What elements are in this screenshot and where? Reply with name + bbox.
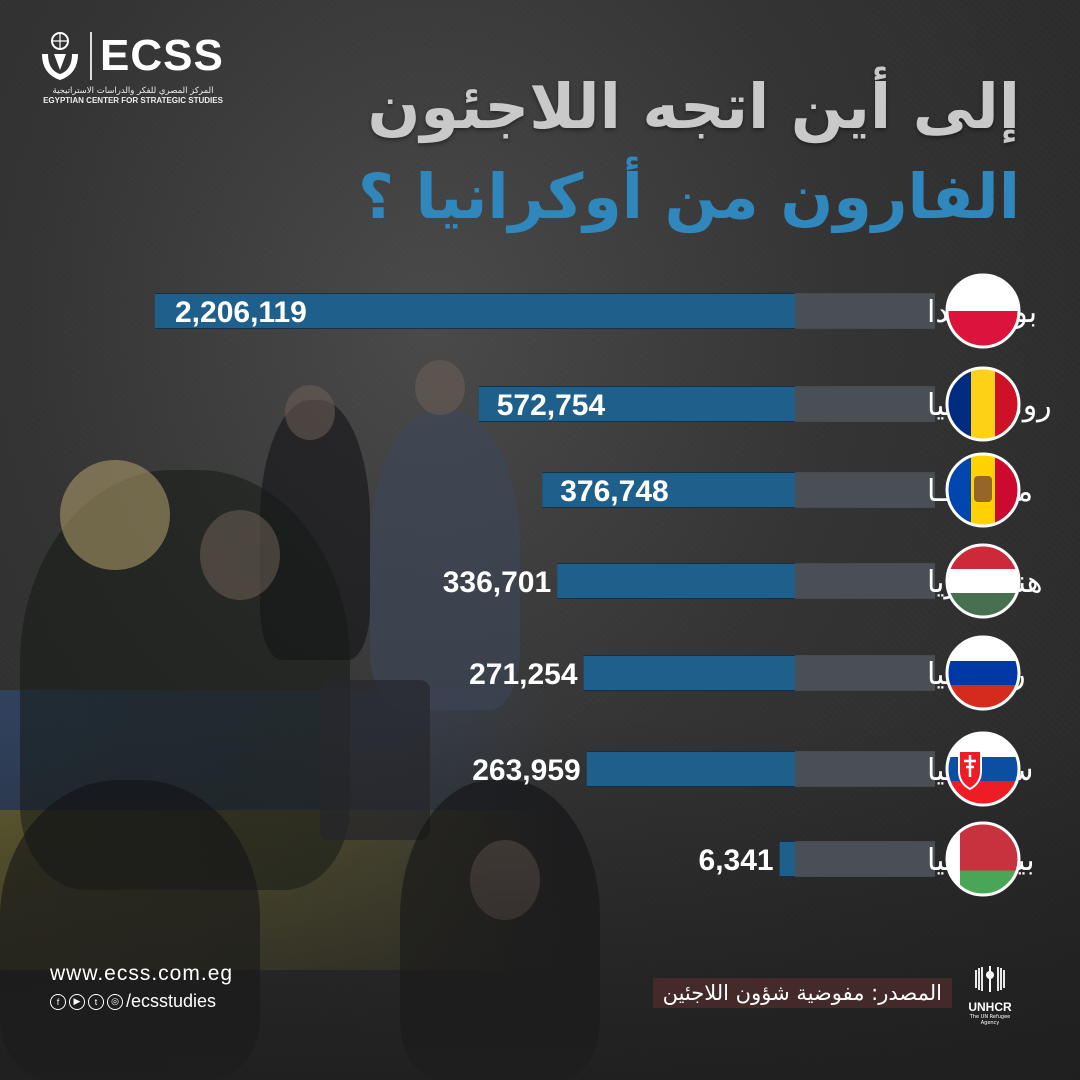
bar-row-poland: بولنـــــدا2,206,119	[155, 273, 1037, 349]
facebook-icon[interactable]: f	[50, 993, 66, 1010]
website-url[interactable]: www.ecss.com.eg	[50, 962, 234, 985]
twitter-icon[interactable]: t	[88, 993, 104, 1010]
value-label: 6,341	[699, 844, 774, 877]
bar-row-hungary: هنـغـــاريا336,701	[443, 543, 1043, 619]
instagram-icon[interactable]: ◎	[107, 993, 123, 1010]
label-box	[795, 472, 935, 508]
flag-ring	[945, 543, 1021, 619]
label-box	[795, 751, 935, 787]
flag-ring	[945, 452, 1021, 528]
flag-ring	[945, 731, 1021, 807]
page-subtitle: الفارون من أوكرانيا ؟	[357, 160, 1020, 233]
social-links: f ▶ t ◎ /ecsstudies	[50, 991, 216, 1012]
label-box	[795, 563, 935, 599]
logo-wordmark: ECSS	[100, 31, 224, 80]
person-silhouette	[370, 410, 520, 710]
flag-ring	[945, 273, 1021, 349]
person-head	[415, 360, 465, 415]
person-head	[60, 460, 170, 570]
unhcr-logo: UNHCR The UN Refugee Agency	[964, 962, 1016, 1026]
label-box	[795, 293, 935, 329]
bar-row-moldova: مـلـدوفـا376,748	[542, 452, 1033, 528]
bar-row-russia: روســـيا271,254	[469, 635, 1026, 711]
value-label: 376,748	[560, 475, 668, 508]
ecss-emblem-icon	[42, 32, 78, 80]
source-note: المصدر: مفوضية شؤون اللاجئين	[652, 978, 952, 1008]
value-label: 2,206,119	[175, 296, 307, 329]
unhcr-tagline: The UN Refugee Agency	[969, 1014, 1011, 1026]
flag-ring	[945, 635, 1021, 711]
label-box	[795, 386, 935, 422]
flag-ring	[945, 821, 1021, 897]
person-head	[285, 385, 335, 440]
unhcr-wordmark: UNHCR	[968, 1000, 1012, 1014]
bar-row-romania: رومـــــانيا572,754	[478, 366, 1052, 442]
bar-row-belarus: بيلاروسيا6,341	[699, 821, 1035, 897]
bar-row-slovakia: سلوفاكيا263,959	[472, 731, 1034, 807]
value-label: 572,754	[497, 389, 606, 422]
logo-arabic-name: المركز المصري للفكر والدراسات الاستراتيج…	[52, 86, 214, 96]
value-label: 271,254	[469, 658, 578, 691]
logo-english-name: EGYPTIAN CENTER FOR STRATEGIC STUDIES	[43, 96, 223, 105]
logo-divider	[90, 32, 92, 80]
flag-ring	[945, 366, 1021, 442]
value-label: 263,959	[472, 754, 580, 787]
social-handle[interactable]: /ecsstudies	[126, 991, 217, 1011]
label-box	[795, 655, 935, 691]
child-face	[200, 510, 280, 600]
ecss-logo: ECSS المركز المصري للفكر والدراسات الاست…	[38, 30, 228, 105]
page-title: إلى أين اتجه اللاجئون	[367, 70, 1020, 143]
value-label: 336,701	[443, 566, 551, 599]
youtube-icon[interactable]: ▶	[69, 993, 85, 1010]
unhcr-emblem-icon	[975, 966, 1005, 992]
label-box	[795, 841, 935, 877]
